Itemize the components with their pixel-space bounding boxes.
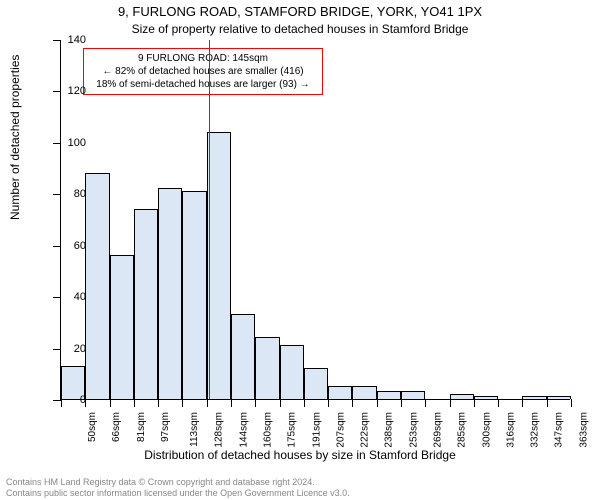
x-tick-label: 300sqm [481,412,492,448]
x-tick [255,399,256,407]
histogram-bar [231,314,255,399]
footer-line-1: Contains HM Land Registry data © Crown c… [6,477,350,487]
x-tick-label: 238sqm [384,412,395,448]
x-tick-label: 316sqm [505,412,516,448]
histogram-bar [182,191,206,399]
x-tick [401,399,402,407]
x-tick-label: 363sqm [578,412,589,448]
reference-line [209,40,210,399]
histogram-bar [134,209,158,399]
histogram-bar [207,132,231,399]
histogram-bar [450,394,474,399]
histogram-bar [85,173,109,399]
x-tick [280,399,281,407]
histogram-bar [352,386,376,399]
footer-line-2: Contains public sector information licen… [6,488,350,498]
x-tick-label: 97sqm [160,412,171,442]
histogram-bar [280,345,304,399]
y-tick-label: 100 [46,137,86,149]
x-tick-label: 50sqm [87,412,98,442]
x-tick [352,399,353,407]
x-tick [571,399,572,407]
x-tick [547,399,548,407]
x-tick [474,399,475,407]
x-tick-label: 222sqm [360,412,371,448]
x-tick-label: 347sqm [554,412,565,448]
x-tick [134,399,135,407]
histogram-bar [328,386,352,399]
histogram-bar [255,337,279,399]
y-tick-label: 120 [46,85,86,97]
x-tick [328,399,329,407]
x-axis-label: Distribution of detached houses by size … [0,448,600,462]
y-axis-label: Number of detached properties [8,55,22,220]
x-tick-label: 191sqm [311,412,322,448]
x-tick-label: 269sqm [433,412,444,448]
histogram-bar [110,255,134,399]
y-tick-label: 40 [46,291,86,303]
histogram-bar [158,188,182,399]
x-tick-label: 332sqm [530,412,541,448]
x-tick-label: 207sqm [335,412,346,448]
x-tick [377,399,378,407]
x-tick-label: 66sqm [111,412,122,442]
x-tick [231,399,232,407]
histogram-bar [304,368,328,399]
footer-credits: Contains HM Land Registry data © Crown c… [6,477,350,498]
annotation-line-2: ← 82% of detached houses are smaller (41… [90,65,316,78]
x-tick-label: 128sqm [214,412,225,448]
x-tick [182,399,183,407]
annotation-line-1: 9 FURLONG ROAD: 145sqm [90,52,316,65]
plot-area: 9 FURLONG ROAD: 145sqm ← 82% of detached… [60,40,570,400]
x-tick-label: 113sqm [189,412,200,447]
histogram-bar [401,391,425,399]
chart-title: 9, FURLONG ROAD, STAMFORD BRIDGE, YORK, … [0,4,600,19]
histogram-bar [547,396,571,399]
x-tick [522,399,523,407]
x-tick [158,399,159,407]
x-tick [498,399,499,407]
x-tick-label: 285sqm [457,412,468,448]
x-tick [425,399,426,407]
x-tick-label: 253sqm [408,412,419,448]
x-tick [450,399,451,407]
x-tick [304,399,305,407]
y-tick-label: 60 [46,240,86,252]
y-tick-label: 0 [46,394,86,406]
histogram-bar [377,391,401,399]
x-tick [207,399,208,407]
chart-container: 9, FURLONG ROAD, STAMFORD BRIDGE, YORK, … [0,0,600,500]
histogram-bar [474,396,498,399]
y-tick-label: 80 [46,188,86,200]
annotation-box: 9 FURLONG ROAD: 145sqm ← 82% of detached… [83,48,323,95]
histogram-bar [522,396,546,399]
chart-subtitle: Size of property relative to detached ho… [0,22,600,36]
y-tick-label: 20 [46,343,86,355]
x-tick-label: 160sqm [263,412,274,448]
x-tick-label: 175sqm [287,412,298,448]
y-tick-label: 140 [46,34,86,46]
x-tick-label: 81sqm [136,412,147,442]
annotation-line-3: 18% of semi-detached houses are larger (… [90,78,316,91]
x-tick [110,399,111,407]
x-tick-label: 144sqm [238,412,249,448]
